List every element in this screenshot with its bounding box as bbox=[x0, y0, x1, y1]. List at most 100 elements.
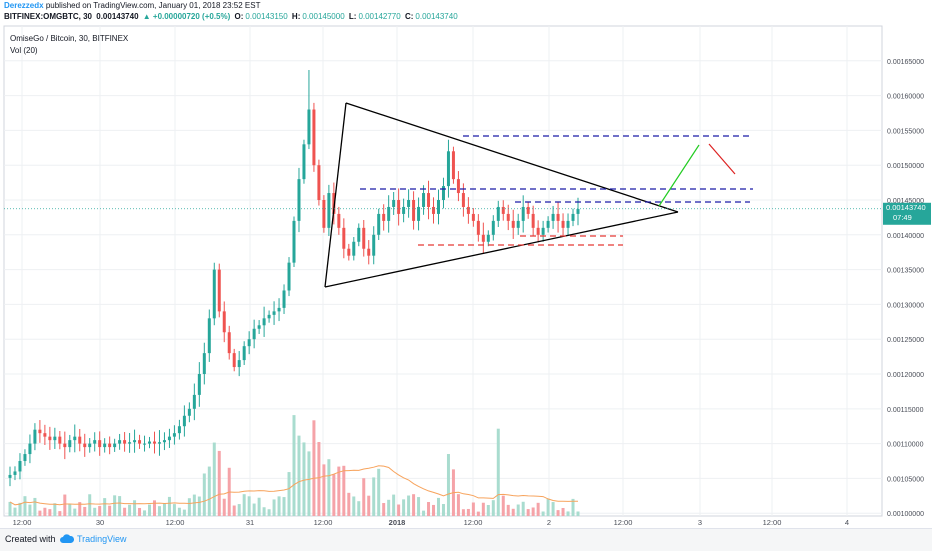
candle-body bbox=[516, 220, 520, 228]
projection-down-line bbox=[708, 143, 736, 175]
candle-body bbox=[227, 332, 231, 354]
triangle-left-line bbox=[324, 102, 347, 288]
candle-body bbox=[382, 213, 386, 221]
candle-body bbox=[172, 433, 176, 437]
candle-body bbox=[471, 213, 475, 221]
triangle-lower-line bbox=[324, 211, 679, 288]
candle-body bbox=[541, 227, 545, 235]
time-tick-label: 12:00 bbox=[464, 518, 483, 527]
volume-bar bbox=[456, 494, 460, 516]
volume-bar bbox=[516, 504, 520, 516]
candle-body bbox=[576, 209, 580, 214]
created-with-text: Created with bbox=[5, 534, 56, 544]
volume-bar bbox=[202, 473, 206, 516]
volume-bar bbox=[536, 502, 540, 516]
volume-bar bbox=[541, 511, 545, 516]
candle-body bbox=[103, 443, 107, 448]
candle-body bbox=[167, 436, 171, 441]
legend-volume: Vol (20) bbox=[10, 46, 38, 55]
candle-body bbox=[481, 234, 485, 242]
candle-body bbox=[222, 311, 226, 333]
candle-body bbox=[466, 206, 470, 214]
candle-body bbox=[262, 318, 266, 326]
candle-body bbox=[302, 144, 306, 180]
volume-bar bbox=[352, 496, 356, 516]
volume-bar bbox=[397, 504, 401, 516]
volume-bar bbox=[8, 501, 12, 516]
volume-bar bbox=[252, 503, 256, 516]
candle-body bbox=[192, 394, 196, 409]
candle-body bbox=[347, 248, 351, 256]
candle-body bbox=[277, 307, 281, 312]
candle-body bbox=[237, 360, 241, 368]
candle-body bbox=[432, 206, 436, 214]
volume-bar bbox=[267, 509, 271, 516]
time-tick-label: 31 bbox=[246, 518, 254, 527]
volume-bar bbox=[342, 465, 346, 516]
candle-body bbox=[177, 426, 181, 434]
time-tick-label: 12:00 bbox=[314, 518, 333, 527]
candlesticks bbox=[8, 70, 580, 487]
price-tick-label: 0.00105000 bbox=[887, 476, 924, 483]
candle-body bbox=[217, 269, 221, 312]
price-chart[interactable]: 0.00100000 0.00105000 0.00110000 0.00115000… bbox=[0, 0, 932, 528]
volume-bar bbox=[347, 492, 351, 516]
candle-body bbox=[267, 314, 271, 319]
candle-body bbox=[407, 200, 411, 207]
volume-bar bbox=[118, 496, 122, 516]
candle-body bbox=[561, 220, 565, 228]
candle-body bbox=[157, 442, 161, 444]
candle-body bbox=[212, 269, 216, 319]
price-tick-label: 0.00150000 bbox=[887, 163, 924, 170]
volume-bar bbox=[28, 504, 32, 516]
candle-body bbox=[456, 179, 460, 194]
author-link[interactable]: Derezzedx bbox=[4, 1, 44, 10]
candle-body bbox=[446, 151, 450, 187]
volume-bar bbox=[427, 502, 431, 516]
candle-body bbox=[377, 213, 381, 235]
volume-bar bbox=[177, 507, 181, 516]
volume-bar bbox=[83, 506, 87, 516]
candle-body bbox=[486, 234, 490, 242]
high-label: H: bbox=[291, 12, 301, 21]
volume-bar bbox=[232, 505, 236, 516]
volume-bar bbox=[387, 499, 391, 516]
candle-body bbox=[491, 220, 495, 235]
volume-bar bbox=[148, 504, 152, 516]
volume-bar bbox=[531, 507, 535, 516]
candle-body bbox=[247, 339, 251, 347]
volume-bar bbox=[88, 494, 92, 516]
symbol-label: BITFINEX:OMGBTC, 30 bbox=[4, 12, 93, 21]
price-tick-label: 0.00155000 bbox=[887, 128, 924, 135]
candle-body bbox=[8, 474, 12, 478]
tradingview-brand-link[interactable]: TradingView bbox=[77, 534, 127, 544]
volume-bar bbox=[481, 502, 485, 516]
volume-bar bbox=[18, 502, 22, 516]
close-value: 0.00143740 bbox=[415, 12, 458, 21]
candle-body bbox=[337, 213, 341, 228]
volume-bar bbox=[566, 511, 570, 516]
candle-body bbox=[501, 206, 505, 214]
candle-body bbox=[367, 248, 371, 256]
volume-bar bbox=[576, 511, 580, 516]
published-text: published on TradingView.com, January 01… bbox=[45, 1, 261, 10]
candle-body bbox=[108, 443, 112, 448]
candle-body bbox=[28, 443, 32, 455]
volume-bar bbox=[312, 420, 316, 516]
candle-body bbox=[297, 179, 301, 221]
volume-bar bbox=[461, 509, 465, 516]
volume-bar bbox=[272, 499, 276, 516]
candle-body bbox=[332, 193, 336, 214]
volume-bar bbox=[257, 497, 261, 516]
volume-bar bbox=[382, 503, 386, 516]
price-tick-label: 0.00145000 bbox=[887, 198, 924, 205]
tradingview-cloud-icon bbox=[60, 534, 74, 543]
candle-body bbox=[511, 220, 515, 228]
candle-body bbox=[58, 436, 62, 444]
price-badge-value: 0.00143740 bbox=[886, 203, 926, 212]
volume-bar bbox=[93, 507, 97, 516]
volume-bar bbox=[277, 496, 281, 516]
volume-bar bbox=[58, 511, 62, 516]
volume-bar bbox=[138, 507, 142, 516]
candle-body bbox=[118, 440, 122, 444]
